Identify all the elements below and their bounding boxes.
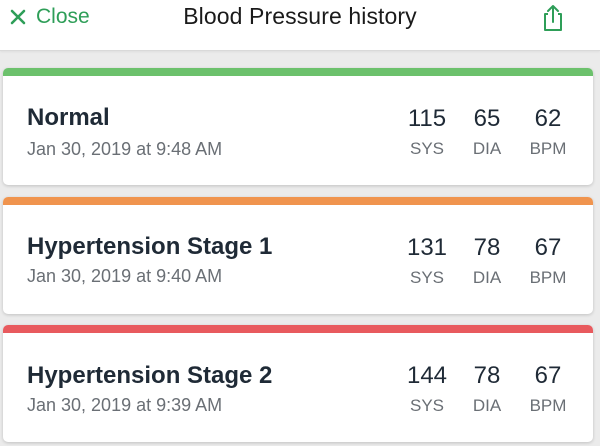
bpm-value: 67 [534, 234, 562, 261]
reading-card-stage-1[interactable]: Hypertension Stage 1 Jan 30, 2019 at 9:4… [3, 197, 593, 314]
sys-metric: 115 SYS [397, 105, 457, 159]
dia-value: 78 [473, 234, 501, 261]
reading-card-normal[interactable]: Normal Jan 30, 2019 at 9:48 AM 115 SYS 6… [3, 68, 593, 185]
sys-value: 131 [406, 234, 448, 261]
sys-unit: SYS [409, 268, 445, 287]
dia-unit: DIA [472, 268, 502, 287]
reading-category: Hypertension Stage 2 [27, 362, 273, 389]
reading-category: Hypertension Stage 1 [27, 233, 273, 260]
close-label: Close [36, 5, 90, 28]
dia-metric: 78 DIA [457, 362, 517, 416]
bpm-value: 62 [534, 105, 562, 132]
sys-metric: 131 SYS [397, 234, 457, 288]
dia-value: 65 [473, 105, 501, 132]
reading-timestamp: Jan 30, 2019 at 9:48 AM [27, 139, 223, 159]
dia-value: 78 [473, 362, 501, 389]
sys-unit: SYS [409, 396, 445, 415]
sys-metric: 144 SYS [397, 362, 457, 416]
dia-unit: DIA [472, 396, 502, 415]
reading-timestamp: Jan 30, 2019 at 9:40 AM [27, 266, 223, 286]
bpm-metric: 62 BPM [518, 105, 578, 159]
dia-unit: DIA [472, 139, 502, 158]
reading-category: Normal [27, 104, 110, 131]
share-icon [544, 5, 562, 31]
bpm-unit: BPM [529, 139, 567, 158]
bpm-value: 67 [534, 362, 562, 389]
dia-metric: 78 DIA [457, 234, 517, 288]
bpm-metric: 67 BPM [518, 234, 578, 288]
page-title: Blood Pressure history [183, 3, 417, 29]
close-button[interactable]: Close [10, 4, 90, 30]
category-color-bar [3, 197, 593, 205]
sys-unit: SYS [409, 139, 445, 158]
reading-card-stage-2[interactable]: Hypertension Stage 2 Jan 30, 2019 at 9:3… [3, 325, 593, 442]
category-color-bar [3, 325, 593, 333]
close-icon [10, 9, 26, 25]
sys-value: 115 [407, 105, 447, 132]
bpm-unit: BPM [529, 396, 567, 415]
bpm-metric: 67 BPM [518, 362, 578, 416]
reading-timestamp: Jan 30, 2019 at 9:39 AM [27, 395, 223, 415]
nav-header: Close Blood Pressure history [0, 0, 600, 51]
share-button[interactable] [540, 3, 566, 33]
sys-value: 144 [406, 362, 448, 389]
bpm-unit: BPM [529, 268, 567, 287]
category-color-bar [3, 68, 593, 76]
dia-metric: 65 DIA [457, 105, 517, 159]
